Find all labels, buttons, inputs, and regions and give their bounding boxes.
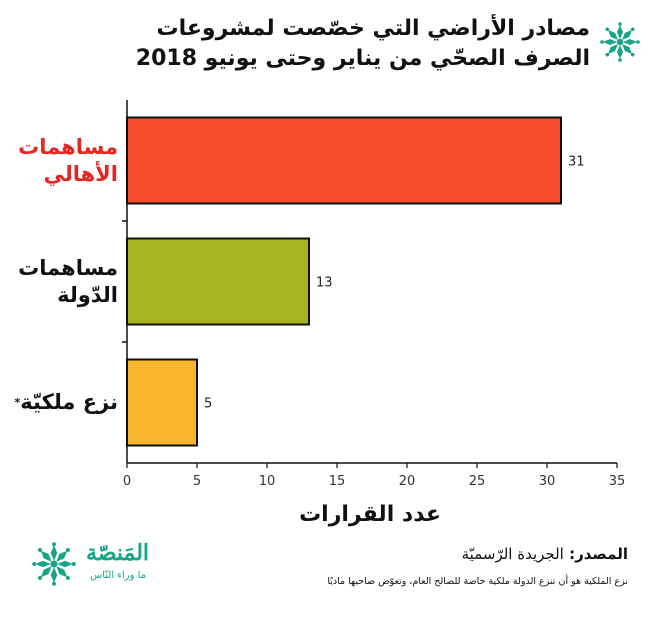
chart-title-line-1: مصادر الأراضي التي خصّصت لمشروعات <box>156 16 591 41</box>
x-axis-label: عدد القرارات <box>299 502 441 527</box>
snowflake-star-icon <box>600 22 640 62</box>
chart-title: مصادر الأراضي التي خصّصت لمشروعات الصرف … <box>70 14 590 74</box>
chart-title-line-2: الصرف الصحّي من يناير وحتى يونيو 2018 <box>135 46 590 71</box>
x-tick-label: 25 <box>469 474 486 489</box>
x-tick-label: 10 <box>259 474 276 489</box>
category-label-line-2: الأهالي <box>43 161 118 186</box>
x-tick-label: 35 <box>609 474 626 489</box>
brand-logo: المَنصّة ما وراء النّاس <box>32 540 202 590</box>
source-value: الجريدة الرّسميّة <box>461 545 564 563</box>
footnote: نزع الملكية هو أن تنزع الدولة ملكية خاصة… <box>327 576 628 587</box>
category-label-line-1: نزع ملكيّة* <box>14 390 118 414</box>
brand-name: المَنصّة <box>86 540 150 566</box>
category-label-line-1: مساهمات <box>18 134 118 159</box>
bar-value-label: 5 <box>204 397 212 412</box>
bar-value-label: 31 <box>568 155 585 170</box>
category-label: نزع ملكيّة* <box>15 389 118 416</box>
category-label: مساهمات الدّولة <box>18 255 118 309</box>
bar <box>126 237 310 326</box>
x-tick-label: 30 <box>539 474 556 489</box>
bar <box>126 116 562 205</box>
footnote-marker: * <box>14 396 21 409</box>
bar-value-label: 13 <box>316 276 333 291</box>
bar-chart: 0 5 10 15 20 25 30 35 31 13 5 <box>122 100 626 489</box>
category-label-line-1: مساهمات <box>18 255 118 280</box>
x-tick-label: 5 <box>193 474 201 489</box>
bar <box>126 358 198 447</box>
category-label: مساهمات الأهالي <box>18 134 118 188</box>
source-line: المصدر: الجريدة الرّسميّة <box>462 545 628 563</box>
snowflake-star-icon <box>32 542 76 586</box>
x-tick-label: 20 <box>399 474 416 489</box>
category-label-line-2: الدّولة <box>57 282 118 307</box>
source-label: المصدر: <box>569 545 628 563</box>
x-tick-label: 0 <box>123 474 131 489</box>
x-tick-label: 15 <box>329 474 346 489</box>
brand-tagline: ما وراء النّاس <box>90 570 146 581</box>
